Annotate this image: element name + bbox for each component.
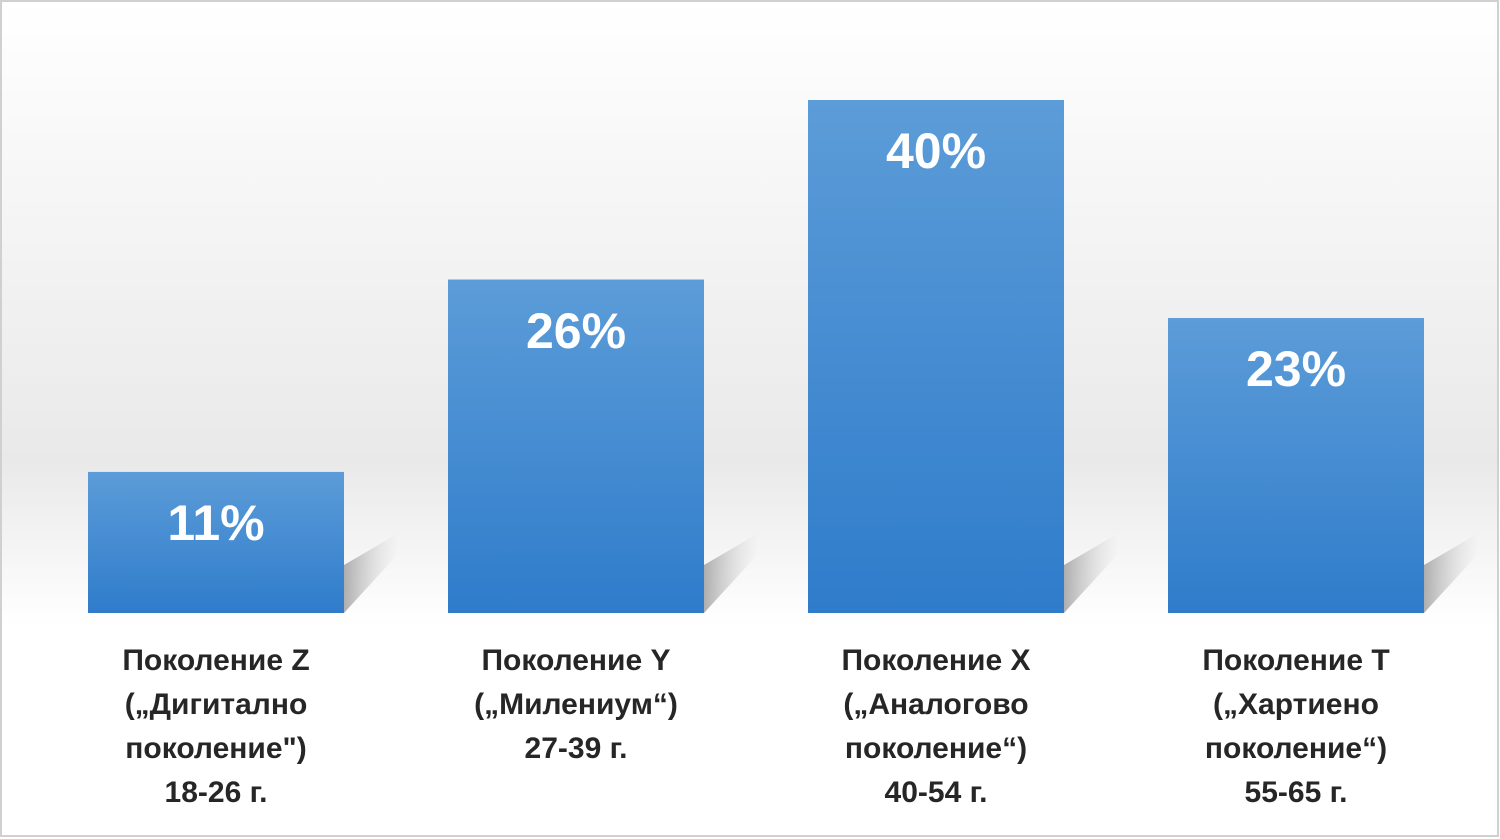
category-label: („Дигитално — [125, 688, 308, 721]
category-label: Поколение Z — [122, 644, 309, 677]
bar-shadow — [344, 533, 399, 613]
category-label: 18-26 г. — [165, 776, 268, 809]
value-label: 26% — [526, 303, 626, 359]
bar — [1168, 318, 1424, 613]
bar-shadow — [1064, 533, 1119, 613]
value-label: 23% — [1246, 341, 1346, 397]
category-label: 27-39 г. — [525, 732, 628, 765]
value-label: 40% — [886, 123, 986, 179]
category-label: поколение") — [125, 732, 306, 765]
category-label: („Милениум“) — [474, 688, 678, 721]
category-label: („Аналогово — [843, 688, 1028, 721]
value-label: 11% — [167, 495, 264, 551]
category-label: 40-54 г. — [885, 776, 988, 809]
bar — [448, 279, 704, 613]
category-label: („Хартиено — [1213, 688, 1379, 721]
bar — [808, 100, 1064, 613]
category-label: Поколение Y — [481, 644, 670, 677]
category-label: 55-65 г. — [1245, 776, 1348, 809]
category-label: Поколение T — [1202, 644, 1389, 677]
category-label: Поколение X — [841, 644, 1030, 677]
category-label: поколение“) — [1205, 732, 1387, 765]
bar-shadow — [704, 533, 759, 613]
bar — [88, 471, 344, 613]
category-label: поколение“) — [845, 732, 1027, 765]
bar-shadow — [1424, 533, 1479, 613]
